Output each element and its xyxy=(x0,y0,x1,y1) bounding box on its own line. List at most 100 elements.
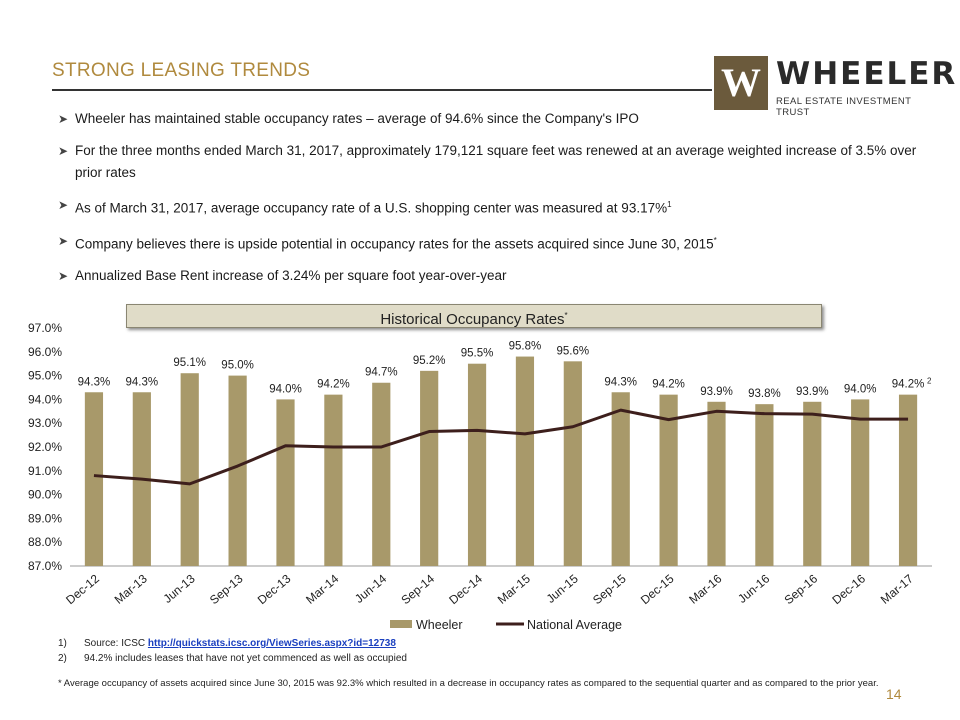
arrow-bullet-icon: ➤ xyxy=(58,269,69,283)
x-tick-label: Sep-13 xyxy=(207,571,246,607)
bar-data-label: 93.9% xyxy=(700,386,733,398)
bar-data-label: 94.3% xyxy=(78,376,111,388)
y-tick-label: 89.0% xyxy=(28,511,62,525)
y-tick-label: 97.0% xyxy=(28,321,62,335)
bar-wheeler-mar-17 xyxy=(898,394,918,566)
footer-note: * Average occupancy of assets acquired s… xyxy=(58,678,879,689)
y-tick-label: 90.0% xyxy=(28,488,62,502)
footnote-ref: * xyxy=(713,235,717,245)
bar-wheeler-sep-16 xyxy=(803,401,822,566)
y-tick-label: 93.0% xyxy=(28,416,62,430)
x-tick-label: Dec-16 xyxy=(829,571,868,607)
x-tick-label: Mar-14 xyxy=(303,571,341,606)
bar-data-label: 93.9% xyxy=(796,386,829,398)
arrow-bullet-icon: ➤ xyxy=(58,198,69,212)
bar-data-label: 95.8% xyxy=(509,341,542,353)
x-tick-label: Dec-15 xyxy=(638,571,677,607)
arrow-bullet-icon: ➤ xyxy=(58,233,69,248)
bar-wheeler-dec-16 xyxy=(851,399,870,566)
bar-data-label: 94.2% xyxy=(892,379,925,391)
logo-name: WHEELER xyxy=(776,56,958,92)
legend-label-national-average: National Average xyxy=(527,618,622,632)
x-tick-label: Mar-15 xyxy=(495,571,533,606)
bar-data-label: 95.5% xyxy=(461,348,494,360)
chart-title: Historical Occupancy Rates xyxy=(380,311,565,328)
bullet-item: ➤ As of March 31, 2017, average occupancy… xyxy=(58,194,918,220)
footnote-2: 2) 94.2% includes leases that have not ye… xyxy=(58,651,407,666)
bullet-item: ➤ Wheeler has maintained stable occupancy… xyxy=(58,108,918,130)
x-tick-label: Jun-16 xyxy=(735,571,772,606)
bullet-text: As of March 31, 2017, average occupancy … xyxy=(75,200,668,216)
bar-label-footnote-ref: 2 xyxy=(927,377,932,386)
bar-data-label: 94.0% xyxy=(269,383,302,395)
line-national-average xyxy=(93,408,909,486)
bar-data-label: 94.0% xyxy=(844,383,877,395)
legend-label-wheeler: Wheeler xyxy=(416,618,463,632)
page-title: STRONG LEASING TRENDS xyxy=(52,60,311,81)
chart-title-ref: * xyxy=(564,311,568,320)
bar-data-label: 93.8% xyxy=(748,388,781,400)
logo-tagline: REAL ESTATE INVESTMENT TRUST xyxy=(776,96,912,118)
x-tick-label: Dec-14 xyxy=(446,571,485,607)
x-tick-label: Jun-14 xyxy=(352,571,389,606)
footnote-ref: 1 xyxy=(667,200,672,209)
y-tick-label: 88.0% xyxy=(28,535,62,549)
bullet-text: For the three months ended March 31, 201… xyxy=(75,143,917,180)
bar-data-label: 94.7% xyxy=(365,367,398,379)
footnote-number: 1) xyxy=(58,638,67,649)
bullet-text: Wheeler has maintained stable occupancy … xyxy=(75,111,639,126)
bar-wheeler-sep-14 xyxy=(420,370,439,566)
x-tick-label: Mar-16 xyxy=(686,571,724,606)
y-tick-label: 92.0% xyxy=(28,440,62,454)
bar-wheeler-mar-14 xyxy=(324,394,343,566)
arrow-bullet-icon: ➤ xyxy=(58,112,69,126)
x-tick-label: Sep-15 xyxy=(590,571,629,607)
bar-data-label: 95.2% xyxy=(413,355,446,367)
icsc-source-link[interactable]: http://quickstats.icsc.org/ViewSeries.as… xyxy=(147,638,396,649)
bullet-item: ➤ Annualized Base Rent increase of 3.24% … xyxy=(58,265,918,287)
x-tick-label: Jun-13 xyxy=(161,571,198,606)
bar-data-label: 94.3% xyxy=(126,376,159,388)
bar-data-label: 95.1% xyxy=(173,357,206,369)
footnotes: 1) Source: ICSC http://quickstats.icsc.or… xyxy=(58,636,407,666)
page-number: 14 xyxy=(886,686,902,702)
bar-wheeler-sep-15 xyxy=(611,392,630,566)
y-tick-label: 95.0% xyxy=(28,369,62,383)
arrow-bullet-icon: ➤ xyxy=(58,144,69,158)
bullet-text: Annualized Base Rent increase of 3.24% p… xyxy=(75,268,507,283)
title-rule xyxy=(52,89,712,91)
y-tick-label: 87.0% xyxy=(28,559,62,573)
x-tick-label: Mar-17 xyxy=(878,571,916,606)
footnote-text: Source: ICSC xyxy=(84,638,148,649)
bar-wheeler-jun-13 xyxy=(180,373,199,566)
logo-mark: W xyxy=(714,56,768,110)
bullet-item: ➤ Company believes there is upside potent… xyxy=(58,230,918,256)
x-tick-label: Sep-14 xyxy=(398,571,437,607)
occupancy-chart: 87.0% 88.0% 89.0% 90.0% 91.0% 92.0% 93.0% 94.0%… xyxy=(28,321,932,632)
bar-data-label: 95.6% xyxy=(557,345,590,357)
bar-data-label: 94.3% xyxy=(604,376,637,388)
x-tick-label: Sep-16 xyxy=(782,571,821,607)
bullet-item: ➤ For the three months ended March 31, 20… xyxy=(58,140,918,184)
x-tick-label: Mar-13 xyxy=(112,571,150,606)
logo-w-icon: W xyxy=(721,60,761,105)
x-tick-label: Jun-15 xyxy=(544,571,581,606)
company-logo: W WHEELER REAL ESTATE INVESTMENT TRUST xyxy=(714,56,955,118)
bar-wheeler-dec-14 xyxy=(467,363,487,566)
y-tick-label: 91.0% xyxy=(28,464,62,478)
bullet-text: Company believes there is upside potenti… xyxy=(75,236,714,251)
chart-banner: Historical Occupancy Rates* xyxy=(126,304,822,328)
bar-data-label: 94.2% xyxy=(652,379,685,391)
bar-wheeler-dec-13 xyxy=(276,399,295,566)
bar-wheeler-sep-13 xyxy=(228,375,247,566)
footnote-1: 1) Source: ICSC http://quickstats.icsc.or… xyxy=(58,636,407,651)
x-tick-label: Dec-12 xyxy=(63,571,102,607)
y-tick-label: 96.0% xyxy=(28,345,62,359)
bar-wheeler-jun-15 xyxy=(563,361,582,566)
footnote-text: 94.2% includes leases that have not yet … xyxy=(84,653,407,664)
bar-data-label: 95.0% xyxy=(221,360,254,372)
bar-wheeler-jun-14 xyxy=(372,382,391,566)
footnote-number: 2) xyxy=(58,653,67,664)
bar-wheeler-dec-12 xyxy=(84,392,104,566)
legend-swatch-wheeler xyxy=(390,620,412,628)
